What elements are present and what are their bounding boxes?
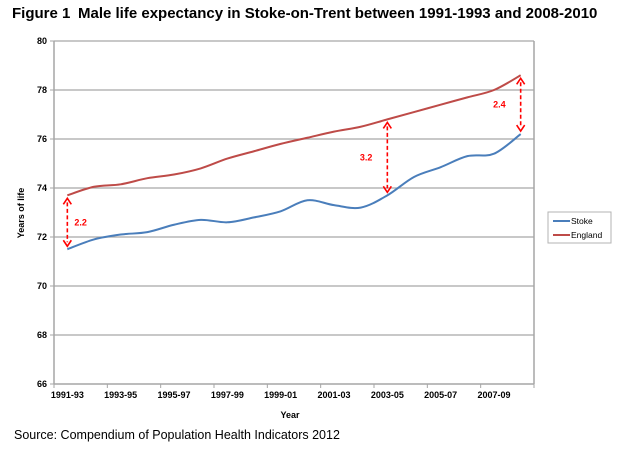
gap-annotations: 2.2 3.2 2.4: [62, 76, 526, 248]
y-tick-label: 76: [37, 134, 47, 144]
legend-box: [547, 211, 612, 244]
x-axis-label: Year: [280, 410, 300, 420]
series-line-stoke: [66, 133, 522, 251]
x-tick-label: 2001-03: [317, 390, 350, 400]
gap-label: 3.2: [360, 152, 373, 162]
legend: Stoke England: [547, 211, 612, 244]
y-tick-label: 74: [37, 183, 47, 193]
series-line-england: [67, 74, 522, 197]
axes: [53, 41, 535, 385]
figure-caption: Male life expectancy in Stoke-on-Trent b…: [78, 5, 598, 22]
x-tick-label: 2005-07: [424, 390, 457, 400]
x-axis-ticks: 1991-93 1993-95 1995-97 1997-99 1999-01 2001-…: [51, 384, 535, 400]
x-tick-label: 1993-95: [104, 390, 137, 400]
y-tick-label: 80: [37, 36, 47, 46]
gap-arrow: 2.4: [493, 76, 526, 133]
figure-number: Figure 1: [12, 5, 71, 22]
legend-label-stoke: Stoke: [571, 216, 593, 226]
gridlines: [54, 40, 534, 336]
y-tick-label: 78: [37, 85, 47, 95]
x-tick-label: 1997-99: [211, 390, 244, 400]
y-tick-label: 70: [37, 281, 47, 291]
y-axis-label: Years of life: [16, 188, 26, 239]
gap-arrow: 2.2: [62, 196, 87, 248]
gap-label: 2.4: [493, 100, 506, 110]
x-tick-label: 2007-09: [477, 390, 510, 400]
x-tick-label: 1991-93: [51, 390, 84, 400]
arrow-head-down: [516, 124, 526, 133]
y-tick-label: 68: [37, 330, 47, 340]
arrow-head-down: [382, 185, 392, 194]
arrow-head-up: [382, 120, 392, 129]
series-lines: [66, 74, 522, 251]
source-note: Source: Compendium of Population Health …: [14, 428, 340, 442]
legend-label-england: England: [571, 230, 602, 240]
x-tick-label: 1999-01: [264, 390, 297, 400]
arrow-head-up: [516, 76, 526, 85]
x-tick-label: 2003-05: [371, 390, 404, 400]
y-tick-label: 72: [37, 232, 47, 242]
y-tick-label: 66: [37, 379, 47, 389]
arrow-head-down: [62, 239, 72, 248]
y-axis-ticks: 66 68 70 72 74 76 78 80: [37, 36, 54, 389]
gap-label: 2.2: [74, 217, 87, 227]
figure-title: Figure 1 Male life expectancy in Stoke-on…: [12, 5, 597, 22]
x-tick-label: 1995-97: [157, 390, 190, 400]
arrow-head-up: [62, 196, 72, 205]
gap-arrow: 3.2: [360, 120, 392, 194]
